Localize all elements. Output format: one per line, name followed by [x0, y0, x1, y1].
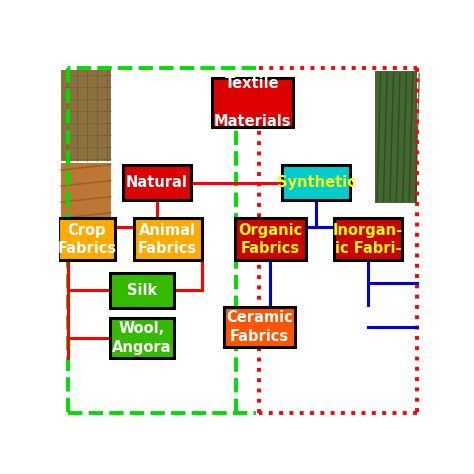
FancyBboxPatch shape — [212, 78, 292, 127]
Text: Crop
Fabrics: Crop Fabrics — [57, 223, 116, 256]
FancyBboxPatch shape — [58, 219, 115, 260]
Text: Wool,
Angora: Wool, Angora — [112, 321, 172, 355]
Text: Synthetic: Synthetic — [277, 175, 356, 190]
FancyBboxPatch shape — [110, 273, 174, 308]
Text: Organic
Fabrics: Organic Fabrics — [238, 223, 302, 256]
FancyBboxPatch shape — [375, 72, 418, 203]
FancyBboxPatch shape — [235, 219, 306, 260]
FancyBboxPatch shape — [224, 307, 295, 347]
Text: Inorgan-
ic Fabri-: Inorgan- ic Fabri- — [333, 223, 403, 256]
FancyBboxPatch shape — [283, 165, 350, 200]
FancyBboxPatch shape — [110, 318, 174, 358]
Text: Textile

Materials: Textile Materials — [213, 76, 291, 128]
FancyBboxPatch shape — [134, 219, 201, 260]
FancyBboxPatch shape — [334, 219, 402, 260]
FancyBboxPatch shape — [61, 70, 110, 161]
FancyBboxPatch shape — [61, 164, 110, 254]
FancyBboxPatch shape — [123, 165, 191, 200]
Text: Natural: Natural — [126, 175, 188, 190]
Text: Animal
Fabrics: Animal Fabrics — [138, 223, 197, 256]
Text: Ceramic
Fabrics: Ceramic Fabrics — [226, 310, 293, 344]
Text: Silk: Silk — [127, 283, 157, 298]
